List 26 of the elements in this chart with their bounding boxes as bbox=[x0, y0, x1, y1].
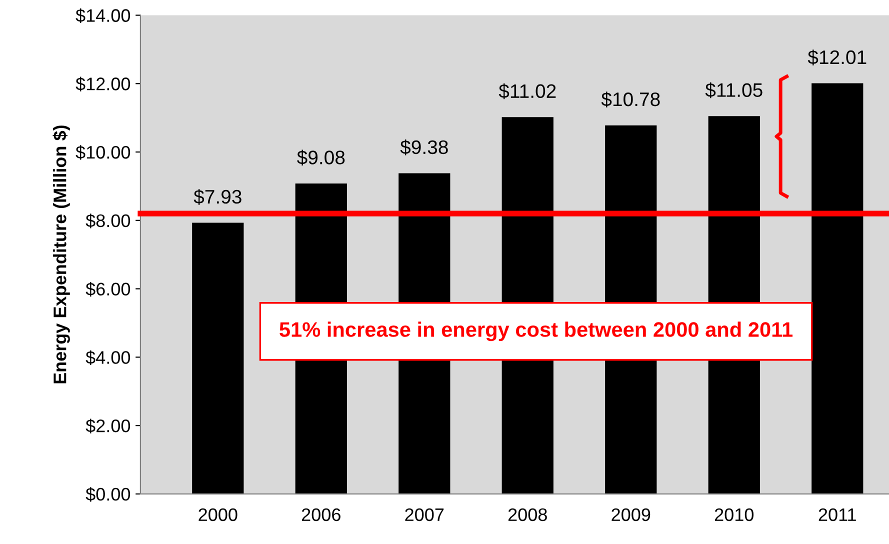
x-tick-label: 2009 bbox=[612, 508, 650, 522]
annotation: 51% increase in energy cost between 2000 and 2011 bbox=[280, 322, 793, 342]
y-tick-label: $8.00 bbox=[86, 214, 130, 228]
x-tick-label: 2010 bbox=[714, 508, 754, 522]
y-tick-label: $0.00 bbox=[86, 487, 130, 502]
x-tick-label: 2007 bbox=[405, 508, 444, 522]
x-tick-label: 2008 bbox=[508, 508, 547, 522]
x-tick-label: 2011 bbox=[818, 508, 856, 522]
data-label: $11.05 bbox=[705, 82, 762, 98]
bar bbox=[192, 222, 244, 494]
x-tick-label: 2000 bbox=[198, 508, 238, 522]
data-label: $9.38 bbox=[400, 140, 448, 156]
data-label: $7.93 bbox=[194, 189, 242, 205]
data-label: $11.02 bbox=[498, 83, 556, 100]
data-label: $12.01 bbox=[808, 50, 866, 66]
x-tick-label: 2006 bbox=[302, 508, 340, 522]
data-label: $10.78 bbox=[601, 92, 660, 108]
y-tick-label: $10.00 bbox=[76, 145, 130, 160]
y-tick-label: $6.00 bbox=[86, 282, 130, 297]
y-tick-label: $14.00 bbox=[76, 8, 130, 24]
bar bbox=[812, 83, 864, 494]
y-tick-label: $12.00 bbox=[76, 76, 130, 92]
y-tick-label: $2.00 bbox=[86, 418, 130, 434]
y-axis-title: Energy Expenditure (Million $) bbox=[52, 126, 70, 384]
data-label: $9.08 bbox=[297, 150, 345, 166]
y-tick-label: $4.00 bbox=[86, 350, 130, 365]
